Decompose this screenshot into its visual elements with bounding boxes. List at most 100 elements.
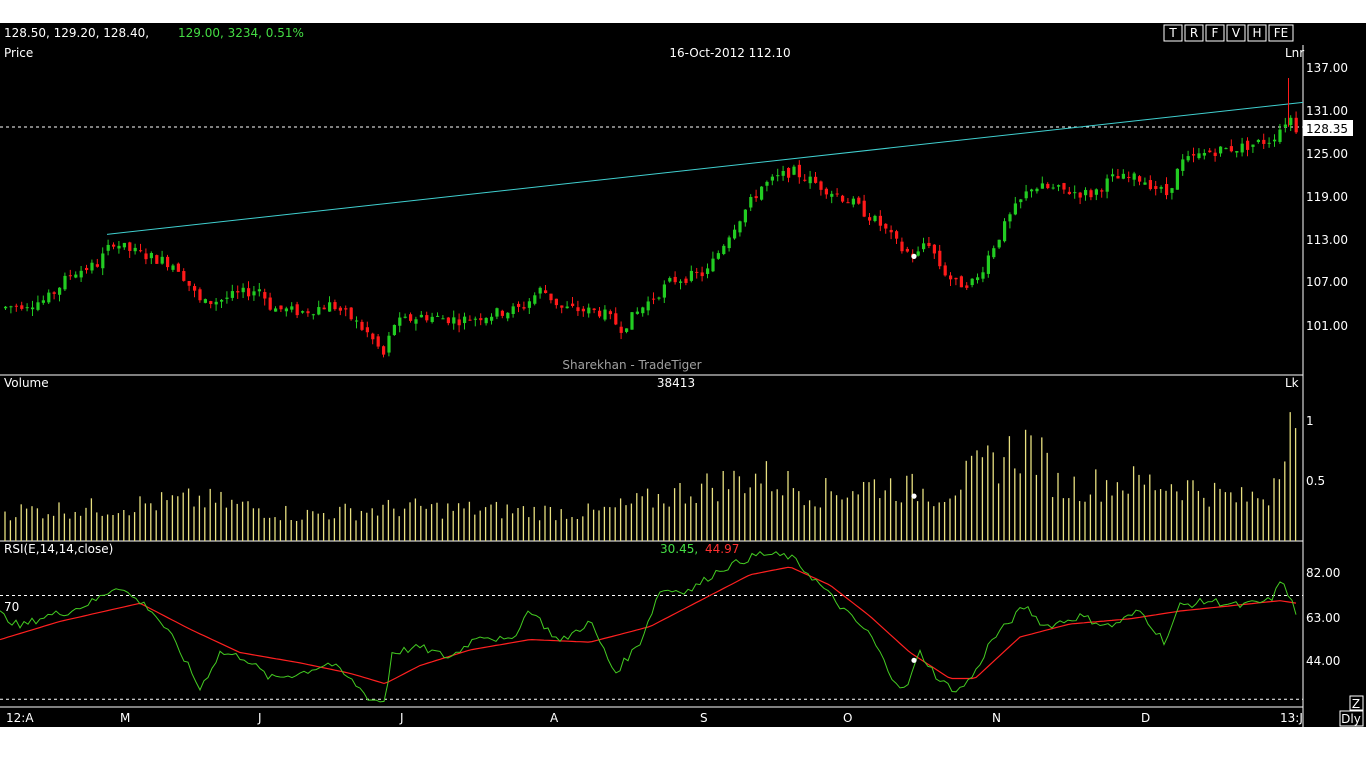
toolbar-button-t[interactable]: T [1163,24,1183,42]
cursor-marker [911,493,917,499]
chart-window[interactable]: 128.50, 129.20, 128.40, 129.00, 3234, 0.… [0,23,1366,727]
candle-body [187,281,191,286]
candle-body [851,198,855,205]
candle-body [706,268,710,274]
candle-body [1208,150,1212,153]
candle-body [1127,176,1131,178]
candle-body [387,335,391,353]
candle-body [1116,175,1120,179]
candle-body [549,293,553,301]
price-tick: 125.00 [1306,147,1348,161]
candle-body [1100,190,1104,192]
candle-body [31,307,35,310]
candle-body [986,255,990,274]
price-tick: 101.00 [1306,319,1348,333]
scale-mode-label[interactable]: Lnr [1285,46,1304,60]
candle-body [576,307,580,312]
candle-body [279,305,283,310]
candle-body [479,318,483,321]
candle-body [976,277,980,281]
candle-body [592,308,596,310]
candle-body [673,276,677,283]
svg-text:128.35: 128.35 [1306,122,1348,136]
candle-body [1192,154,1196,156]
candle-body [371,333,375,340]
candle-body [857,197,861,204]
rsi-panel-label: RSI(E,14,14,close) [4,542,113,556]
candle-body [1105,178,1109,192]
candle-body [808,176,812,184]
toolbar-button-h[interactable]: H [1247,24,1267,42]
candle-body [1294,117,1298,133]
svg-text:F: F [1212,26,1219,40]
candle-body [619,326,623,333]
candle-body [193,286,197,291]
candle-body [603,309,607,320]
candle-body [290,306,294,310]
candle-body [1186,156,1190,161]
candle-body [738,221,742,233]
plot-layer[interactable] [0,78,1304,703]
volume-cursor-value: 38413 [657,376,695,390]
x-tick: J [399,711,404,725]
candle-body [149,253,153,259]
candle-body [1235,151,1239,153]
candle-body [198,289,202,301]
candle-body [900,241,904,252]
candle-body [749,196,753,208]
candle-body [635,311,639,314]
candle-body [1040,183,1044,189]
candle-body [927,242,931,247]
svg-text:Z: Z [1352,697,1360,711]
volume-tick: 1 [1306,414,1314,428]
candle-body [225,297,229,299]
candle-body [452,317,456,324]
candle-body [1057,185,1061,187]
candle-body [274,308,278,312]
toolbar-button-r[interactable]: R [1184,24,1204,42]
ohlc-readout: 128.50, 129.20, 128.40, [4,26,149,40]
price-tick: 107.00 [1306,275,1348,289]
candle-body [1256,139,1260,143]
candle-body [122,242,126,248]
candle-body [36,302,40,310]
candle-body [1175,168,1179,190]
candle-body [209,301,213,305]
candle-body [824,188,828,195]
price-y-axis: 137.00 131.00 125.00 119.00 113.00 107.0… [1306,61,1348,333]
candle-body [322,307,326,310]
candle-body [112,244,116,247]
candle-body [819,181,823,190]
toolbar-button-v[interactable]: V [1226,24,1246,42]
candle-body [166,256,170,268]
candle-body [160,256,164,264]
candle-body [284,308,288,312]
cursor-marker [911,253,917,259]
candle-body [1084,189,1088,196]
toolbar-button-f[interactable]: F [1205,24,1225,42]
cursor-date-price: 16-Oct-2012 112.10 [669,46,790,60]
candle-body [1003,221,1007,242]
candle-body [1035,188,1039,192]
candle-body [565,306,569,309]
candle-body [128,242,132,251]
candle-body [614,313,618,325]
x-tick: N [992,711,1001,725]
candle-body [797,164,801,178]
candle-body [106,244,110,251]
period-button[interactable]: Dly [1339,710,1364,727]
rsi-level-label: 70 [4,600,19,614]
candle-body [932,244,936,254]
toolbar-button-fe[interactable]: FE [1268,24,1294,42]
rsi-tick: 63.00 [1306,611,1340,625]
candle-body [68,275,72,277]
candle-body [868,217,872,221]
candle-body [241,287,245,293]
candle-body [684,278,688,283]
zoom-button[interactable]: Z [1349,695,1364,711]
candle-body [236,291,240,293]
candle-body [1030,189,1034,192]
price-tick: 113.00 [1306,233,1348,247]
chart-canvas[interactable]: 128.50, 129.20, 128.40, 129.00, 3234, 0.… [0,23,1366,727]
candle-body [360,321,364,330]
